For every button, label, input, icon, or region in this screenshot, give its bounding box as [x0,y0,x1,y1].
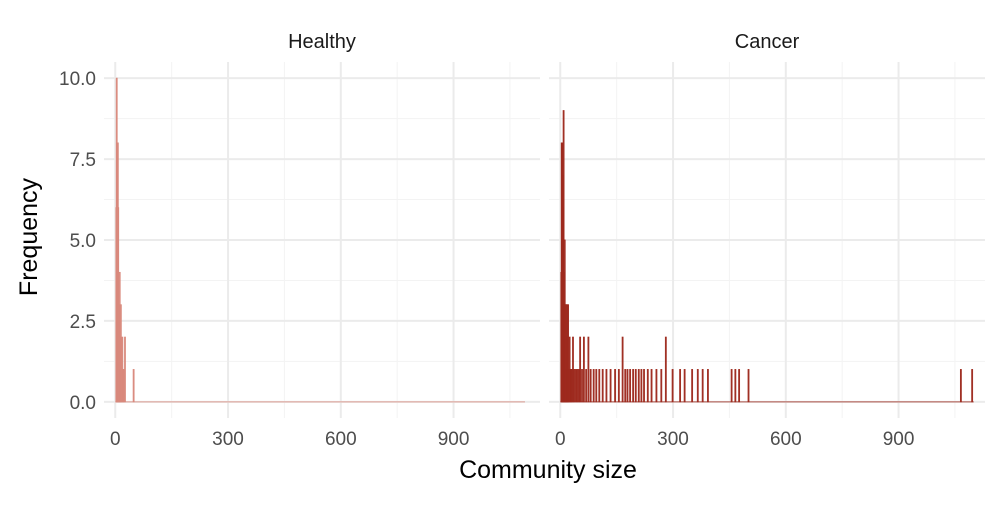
histogram-bar [626,369,629,403]
histogram-bar [683,369,686,403]
x-axis-title: Community size [459,456,637,484]
histogram-bar [589,369,592,403]
histogram-bar [579,336,582,403]
histogram-bar [621,336,624,403]
y-tick-label: 2.5 [70,312,96,333]
histogram-bar [581,369,583,403]
histogram-bar [573,369,576,403]
histogram-bar [655,369,658,403]
x-tick-label: 600 [770,429,802,450]
histogram-bar [707,369,709,403]
x-tick-label: 900 [438,429,470,450]
histogram-bar [585,369,588,403]
x-tick-label: 600 [325,429,357,450]
histogram-bar [664,336,667,403]
histogram-bar [576,369,579,403]
panel-healthy: Healthy 0 300 600 900 [104,31,540,450]
histogram-bar [959,369,962,403]
y-tick-label: 0.0 [70,393,96,414]
histogram-bar [595,369,598,403]
x-tick-label: 0 [555,429,566,450]
panels-layer: Healthy 0 300 600 900 Cancer 0 300 600 900 0.0 2.5 5… [59,31,985,450]
histogram-bar [132,369,135,403]
histogram-bar [646,369,649,403]
histogram-bar [614,369,616,403]
histogram-bar [679,369,682,403]
histogram-bar [634,369,637,403]
histogram-bar [730,369,733,403]
histogram-bar [660,369,663,403]
histogram-bar [734,369,737,403]
histogram-bar [637,369,640,403]
histogram-bar [577,369,580,403]
histogram-bar [640,369,643,403]
histogram-bar [629,369,632,403]
histogram-bar [738,369,741,403]
histogram-bar [747,369,750,403]
histogram-bar [624,369,627,403]
y-axis-title: Frequency [15,177,43,296]
histogram-bar [592,369,595,403]
y-tick-label: 7.5 [70,150,96,171]
histogram-bar [696,369,699,403]
x-tick-label: 0 [110,429,121,450]
y-tick-label: 10.0 [59,69,96,90]
panel-cancer: Cancer 0 300 600 900 [549,31,985,450]
histogram-bar [671,369,674,403]
histogram-bar [691,369,694,403]
histogram-bar [609,369,612,403]
x-tick-label: 300 [657,429,689,450]
y-tick-label: 5.0 [70,231,96,252]
histogram-bar [601,369,604,403]
panel-title: Healthy [288,31,356,53]
x-tick-label: 900 [883,429,915,450]
histogram-bar [582,336,585,403]
histogram-bar [598,369,601,403]
histogram-bar [643,369,645,403]
histogram-bar [124,336,126,403]
histogram-bar [587,336,590,403]
histogram-bar [632,369,635,403]
histogram-bar [605,369,608,403]
histogram-bar [650,369,653,403]
histogram-bar [971,369,974,403]
panel-title: Cancer [735,31,800,53]
histogram-bar [701,369,704,403]
histogram-bar [617,369,620,403]
x-tick-label: 300 [212,429,244,450]
histogram-bar [574,369,577,403]
